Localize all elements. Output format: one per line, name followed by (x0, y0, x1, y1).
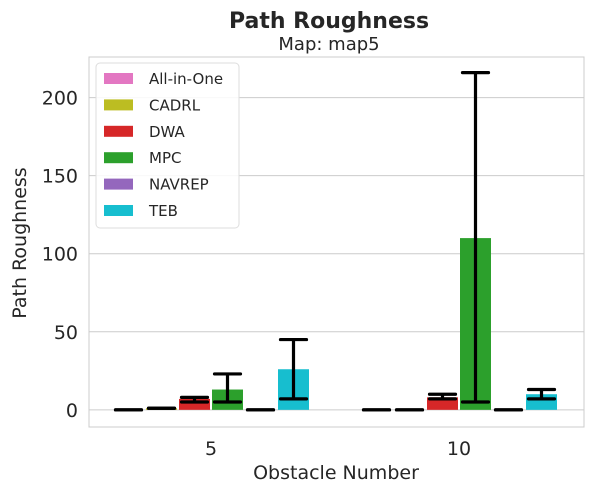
legend-swatch (104, 99, 133, 111)
legend-swatch (104, 152, 133, 164)
legend-label: NAVREP (149, 176, 209, 194)
y-tick-label: 100 (42, 244, 78, 266)
error-bars (113, 71, 557, 412)
legend-label: DWA (149, 123, 186, 141)
legend-swatch (104, 73, 133, 84)
legend-swatch (104, 125, 133, 137)
y-tick-label: 150 (42, 166, 78, 188)
x-tick-labels: 5 10 (205, 438, 471, 460)
legend-swatch (104, 178, 133, 190)
plot-frame (88, 56, 585, 428)
legend-label: All-in-One (149, 70, 223, 88)
y-axis-label: Path Roughness (9, 167, 31, 318)
legend-label: CADRL (149, 96, 201, 114)
chart-subtitle: Map: map5 (278, 34, 379, 55)
y-tick-label: 50 (54, 322, 78, 344)
x-tick-label: 10 (447, 438, 471, 460)
y-tick-label: 0 (66, 400, 78, 422)
bar (179, 398, 210, 410)
legend-swatch (104, 205, 133, 216)
y-tick-label: 200 (42, 88, 78, 110)
x-tick-label: 5 (205, 438, 217, 460)
legend-label: MPC (149, 149, 181, 167)
x-axis-label: Obstacle Number (253, 462, 419, 484)
chart-title: Path Roughness (229, 9, 429, 34)
legend-label: TEB (148, 202, 178, 220)
legend: All-in-One CADRL DWA MPC NAVREP TEB (95, 62, 240, 229)
y-tick-labels: 0 50 100 150 200 (42, 88, 78, 422)
